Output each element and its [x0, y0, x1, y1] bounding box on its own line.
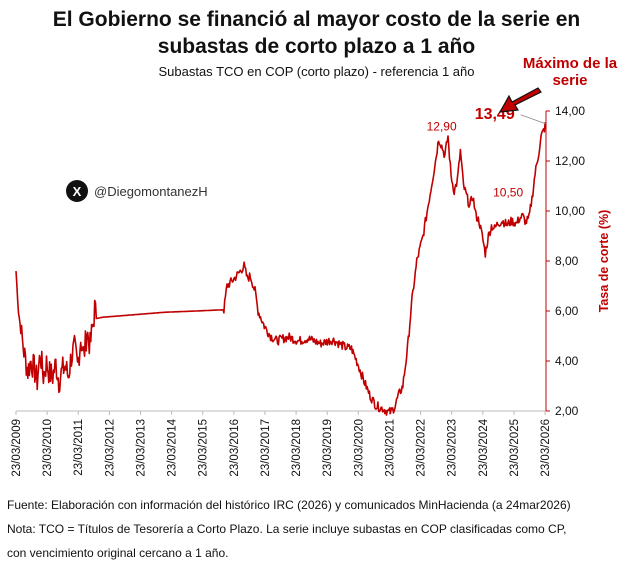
chart-title-line2: subastas de corto plazo a 1 año	[157, 35, 476, 58]
max-annotation-line1: Máximo de la	[522, 55, 618, 72]
x-tick-label: 23/03/2023	[447, 419, 459, 477]
x-tick-label: 23/03/2026	[540, 419, 552, 477]
x-tick-label: 23/03/2011	[73, 419, 85, 476]
y-tick-label: 8,00	[555, 254, 579, 268]
x-tick-label: 23/03/2021	[384, 419, 396, 477]
x-tick-label: 23/03/2022	[416, 419, 428, 477]
x-tick-label: 23/03/2015	[198, 419, 210, 477]
x-tick-label: 23/03/2010	[42, 419, 54, 477]
max-annotation-line2: serie	[552, 72, 588, 89]
footer-note-line1: Nota: TCO = Títulos de Tesorería a Corto…	[7, 522, 567, 536]
data-label-peak-2022: 12,90	[427, 120, 457, 134]
social-handle: X @DiegomontanezH	[66, 180, 208, 202]
y-tick-label: 12,00	[555, 154, 585, 168]
x-tick-label: 23/03/2016	[229, 419, 241, 477]
y-tick-label: 2,00	[555, 404, 579, 418]
x-tick-label: 23/03/2020	[353, 419, 365, 477]
y-tick-label: 10,00	[555, 204, 585, 218]
max-arrow-icon	[498, 87, 542, 113]
x-tick-label: 23/03/2025	[509, 419, 521, 477]
series-line	[15, 122, 547, 416]
footer-note-line2: con vencimiento original cercano a 1 año…	[7, 546, 229, 560]
x-logo-icon: X	[66, 180, 88, 202]
x-tick-label: 23/03/2024	[478, 418, 490, 476]
y-tick-label: 4,00	[555, 354, 579, 368]
x-tick-label: 23/03/2017	[260, 419, 272, 477]
y-axis-title: Tasa de corte (%)	[597, 210, 611, 313]
x-tick-label: 23/03/2018	[291, 419, 303, 477]
chart-subtitle: Subastas TCO en COP (corto plazo) - refe…	[158, 64, 475, 79]
x-tick-label: 23/03/2009	[11, 419, 23, 477]
handle-text: @DiegomontanezH	[94, 183, 208, 199]
y-tick-label: 14,00	[555, 104, 585, 118]
x-tick-label: 23/03/2012	[104, 419, 116, 477]
max-leader-line	[520, 114, 546, 125]
max-annotation: Máximo de la serie	[510, 55, 630, 89]
data-label-2025: 10,50	[493, 186, 523, 200]
x-tick-label: 23/03/2013	[135, 419, 147, 477]
chart-title-line1: El Gobierno se financió al mayor costo d…	[52, 8, 581, 31]
footer-source: Fuente: Elaboración con información del …	[7, 498, 571, 512]
y-tick-label: 6,00	[555, 304, 579, 318]
x-tick-label: 23/03/2019	[322, 419, 334, 477]
x-tick-label: 23/03/2014	[167, 418, 179, 476]
